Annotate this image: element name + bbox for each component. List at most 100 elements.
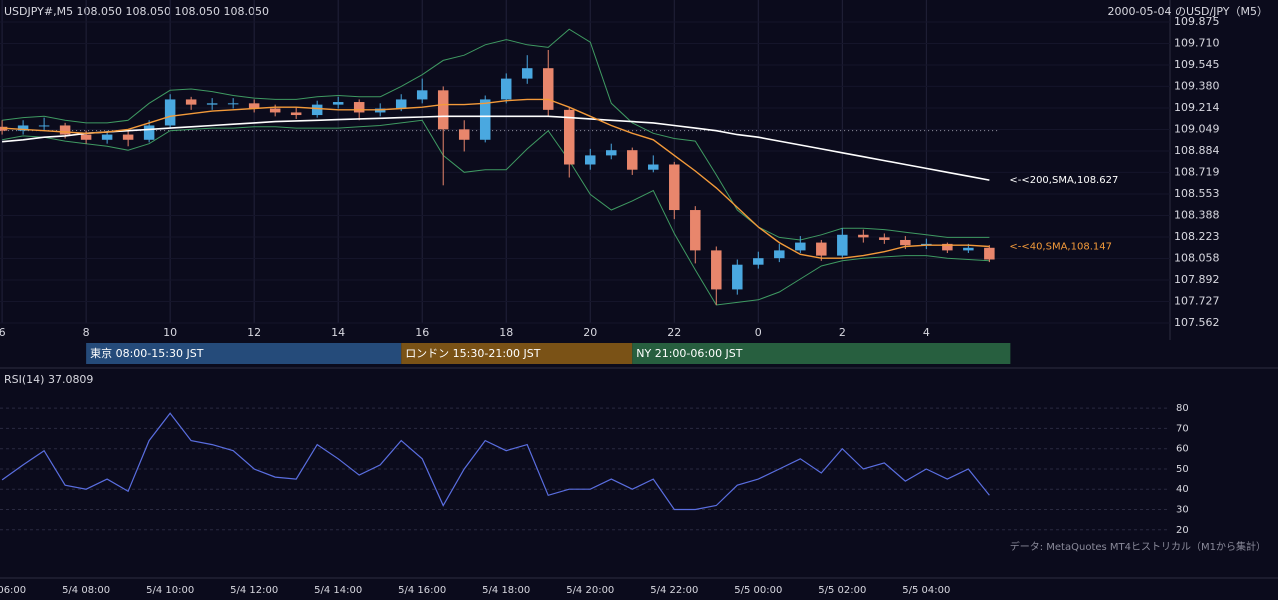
candle-body — [479, 99, 491, 140]
candle-body — [38, 125, 50, 127]
y-tick-label: 109.875 — [1174, 15, 1220, 28]
y-tick-label: 80 — [1176, 403, 1189, 414]
source-note: データ: MetaQuotes MT4ヒストリカル（M1から集計） — [1010, 540, 1266, 553]
candle-body — [795, 242, 806, 251]
session-label: 東京 08:00-15:30 JST — [90, 346, 204, 360]
candle-body — [311, 104, 323, 116]
x-tick-label: 5/4 08:00 — [62, 585, 110, 596]
chart-title: USDJPY#,M5 108.050 108.050 108.050 108.0… — [4, 5, 269, 18]
candle-body — [80, 134, 92, 140]
candle-body — [206, 103, 218, 105]
candle-body — [269, 108, 281, 113]
y-tick-label: 108.553 — [1174, 187, 1220, 200]
candle-body — [59, 125, 71, 135]
x-tick-label: 6 — [0, 326, 6, 339]
y-tick-label: 108.884 — [1174, 144, 1220, 157]
y-tick-label: 108.223 — [1174, 230, 1220, 243]
y-tick-label: 107.562 — [1174, 316, 1220, 329]
candle-body — [122, 134, 134, 140]
x-tick-label: 8 — [83, 326, 90, 339]
y-tick-label: 109.214 — [1174, 101, 1220, 114]
candle-body — [837, 234, 848, 256]
candle-body — [648, 164, 659, 170]
candle-body — [500, 78, 512, 100]
candle-body — [606, 150, 617, 156]
moving-average — [2, 98, 990, 259]
y-tick-label: 50 — [1176, 464, 1189, 475]
candle-body — [395, 99, 407, 109]
y-tick-label: 107.892 — [1174, 273, 1220, 286]
candle-body — [101, 134, 113, 140]
x-tick-label: 16 — [415, 326, 429, 339]
session-bar — [401, 343, 633, 364]
x-tick-label: 12 — [247, 326, 261, 339]
x-tick-label: 18 — [499, 326, 513, 339]
candle-body — [290, 112, 302, 116]
chart-subtitle: 2000-05-04 のUSD/JPY（M5） — [1108, 5, 1268, 18]
x-tick-label: 5/4 18:00 — [482, 585, 530, 596]
x-tick-label: 2 — [839, 326, 846, 339]
candle-body — [858, 234, 869, 238]
y-tick-label: 108.388 — [1174, 209, 1220, 222]
y-tick-label: 107.727 — [1174, 295, 1220, 308]
candle-body — [164, 99, 176, 126]
candle-body — [521, 68, 533, 79]
bollinger-band — [2, 28, 990, 241]
candle-body — [774, 250, 785, 259]
y-tick-label: 109.545 — [1174, 58, 1220, 71]
candle-body — [143, 125, 155, 140]
y-tick-label: 109.049 — [1174, 122, 1220, 135]
x-tick-label: 5/4 16:00 — [398, 585, 446, 596]
x-tick-label: 5/4 12:00 — [230, 585, 278, 596]
y-tick-label: 40 — [1176, 484, 1189, 495]
y-tick-label: 20 — [1176, 525, 1189, 536]
line-label: <-<200,SMA,108.627 — [1009, 175, 1118, 186]
y-tick-label: 109.710 — [1174, 36, 1220, 49]
candle-body — [711, 250, 722, 290]
x-tick-label: 20 — [583, 326, 597, 339]
line-label: <-<40,SMA,108.147 — [1009, 241, 1112, 252]
candle-body — [879, 237, 890, 240]
y-tick-label: 30 — [1176, 505, 1189, 516]
session-bar — [86, 343, 402, 364]
candle-body — [585, 155, 596, 165]
candle-body — [416, 90, 428, 100]
candle-body — [627, 150, 638, 170]
x-tick-label: 5/4 22:00 — [650, 585, 698, 596]
x-tick-label: 5/4 14:00 — [314, 585, 362, 596]
candle-body — [458, 129, 470, 140]
candle-body — [900, 239, 911, 246]
candle-body — [732, 264, 743, 290]
candle-body — [563, 109, 575, 165]
y-tick-label: 109.380 — [1174, 79, 1220, 92]
session-label: ロンドン 15:30-21:00 JST — [405, 347, 541, 360]
candle-body — [690, 210, 701, 251]
candle-body — [942, 243, 953, 251]
x-tick-label: 10 — [163, 326, 177, 339]
candle-body — [332, 102, 344, 105]
candle-body — [437, 90, 449, 130]
candle-body — [227, 103, 239, 105]
rsi-line — [1, 412, 990, 511]
x-tick-label: 5/5 02:00 — [818, 585, 866, 596]
candle-body — [984, 247, 995, 260]
y-tick-label: 60 — [1176, 444, 1189, 455]
x-tick-label: 4 — [923, 326, 930, 339]
bollinger-band — [2, 119, 990, 306]
candle-body — [17, 125, 29, 131]
candle-body — [353, 102, 365, 113]
y-tick-label: 108.719 — [1174, 165, 1220, 178]
x-tick-label: 0 — [755, 326, 762, 339]
x-tick-label: 14 — [331, 326, 345, 339]
x-tick-label: 5/4 06:00 — [0, 585, 26, 596]
candle-body — [248, 103, 260, 109]
x-tick-label: 5/5 00:00 — [734, 585, 782, 596]
x-tick-label: 5/5 04:00 — [902, 585, 950, 596]
candle-body — [963, 247, 974, 251]
x-tick-label: 5/4 20:00 — [566, 585, 614, 596]
session-bar — [632, 343, 1011, 364]
session-label: NY 21:00-06:00 JST — [636, 347, 743, 360]
moving-average — [2, 115, 990, 181]
